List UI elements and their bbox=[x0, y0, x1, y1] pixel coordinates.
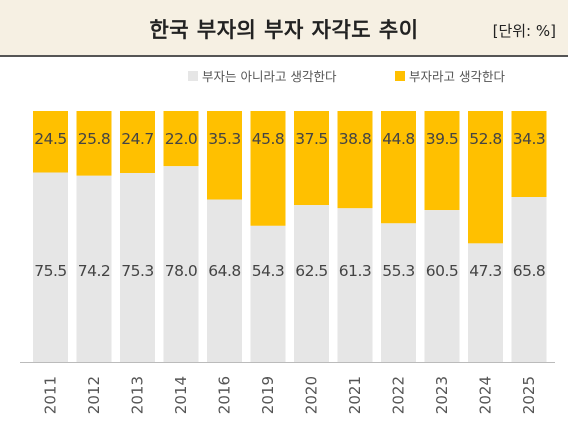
data-label-rich-2013: 24.7 bbox=[121, 130, 154, 148]
tick-label-2025: 2025 bbox=[520, 376, 538, 414]
bar-not-rich-2021 bbox=[337, 208, 373, 362]
legend-label-1: 부자는 아니라고 생각한다 bbox=[202, 69, 337, 84]
unit-label: [단위: %] bbox=[492, 22, 556, 40]
data-label-not-rich-2019: 54.3 bbox=[252, 262, 285, 280]
data-label-not-rich-2024: 47.3 bbox=[469, 262, 502, 280]
data-label-not-rich-2025: 65.8 bbox=[513, 262, 546, 280]
bar-not-rich-2020 bbox=[294, 205, 329, 362]
data-label-rich-2022: 44.8 bbox=[382, 130, 415, 148]
bar-rich-2013 bbox=[120, 111, 155, 173]
bar-not-rich-2013 bbox=[120, 172, 155, 362]
data-label-not-rich-2012: 74.2 bbox=[78, 262, 111, 280]
bar-rich-2023 bbox=[424, 111, 460, 211]
chart-title: 한국 부자의 부자 자각도 추이 bbox=[149, 18, 419, 42]
bar-rich-2024 bbox=[468, 111, 503, 244]
bar-rich-2014 bbox=[163, 111, 199, 167]
data-label-not-rich-2021: 61.3 bbox=[339, 262, 372, 280]
tick-label-2014: 2014 bbox=[172, 376, 190, 414]
legend-swatch-1 bbox=[188, 71, 198, 81]
tick-label-2023: 2023 bbox=[433, 376, 451, 414]
data-label-rich-2012: 25.8 bbox=[78, 130, 111, 148]
bar-rich-2016 bbox=[207, 111, 242, 200]
data-label-not-rich-2016: 64.8 bbox=[208, 262, 241, 280]
data-label-rich-2020: 37.5 bbox=[295, 130, 328, 148]
bar-rich-2022 bbox=[381, 111, 416, 224]
tick-label-2011: 2011 bbox=[42, 376, 60, 414]
bar-rich-2025 bbox=[511, 111, 547, 198]
bar-not-rich-2025 bbox=[511, 197, 547, 362]
bar-rich-2020 bbox=[294, 111, 329, 206]
bar-rich-2021 bbox=[337, 111, 373, 209]
bar-not-rich-2023 bbox=[424, 210, 460, 362]
tick-label-2013: 2013 bbox=[129, 376, 147, 414]
bar-not-rich-2011 bbox=[33, 172, 68, 362]
tick-label-2024: 2024 bbox=[477, 376, 495, 414]
tick-label-2019: 2019 bbox=[259, 376, 277, 414]
bar-not-rich-2024 bbox=[468, 243, 503, 362]
bar-rich-2012 bbox=[76, 111, 112, 176]
data-label-not-rich-2022: 55.3 bbox=[382, 262, 415, 280]
data-label-rich-2016: 35.3 bbox=[208, 130, 241, 148]
bar-not-rich-2022 bbox=[381, 223, 416, 362]
bar-not-rich-2019 bbox=[250, 225, 286, 362]
data-label-rich-2019: 45.8 bbox=[252, 130, 285, 148]
tick-label-2021: 2021 bbox=[346, 376, 364, 414]
bar-not-rich-2014 bbox=[163, 166, 199, 362]
data-label-rich-2024: 52.8 bbox=[469, 130, 502, 148]
data-label-rich-2014: 22.0 bbox=[165, 130, 198, 148]
data-label-rich-2021: 38.8 bbox=[339, 130, 372, 148]
data-label-not-rich-2013: 75.3 bbox=[121, 262, 154, 280]
data-label-not-rich-2014: 78.0 bbox=[165, 262, 198, 280]
tick-label-2012: 2012 bbox=[85, 376, 103, 414]
data-label-not-rich-2011: 75.5 bbox=[34, 262, 67, 280]
data-label-rich-2025: 34.3 bbox=[513, 130, 546, 148]
bar-rich-2019 bbox=[250, 111, 286, 226]
bar-not-rich-2012 bbox=[76, 175, 112, 362]
tick-label-2020: 2020 bbox=[303, 376, 321, 414]
legend-swatch-2 bbox=[395, 71, 405, 81]
tick-label-2022: 2022 bbox=[390, 376, 408, 414]
chart-header: 한국 부자의 부자 자각도 추이 [단위: %] bbox=[0, 0, 568, 57]
data-label-rich-2023: 39.5 bbox=[426, 130, 459, 148]
data-label-rich-2011: 24.5 bbox=[34, 130, 67, 148]
legend-label-2: 부자라고 생각한다 bbox=[409, 69, 505, 84]
data-label-not-rich-2023: 60.5 bbox=[426, 262, 459, 280]
bar-not-rich-2016 bbox=[207, 199, 242, 362]
data-label-not-rich-2020: 62.5 bbox=[295, 262, 328, 280]
tick-label-2016: 2016 bbox=[216, 376, 234, 414]
bar-rich-2011 bbox=[33, 111, 68, 173]
